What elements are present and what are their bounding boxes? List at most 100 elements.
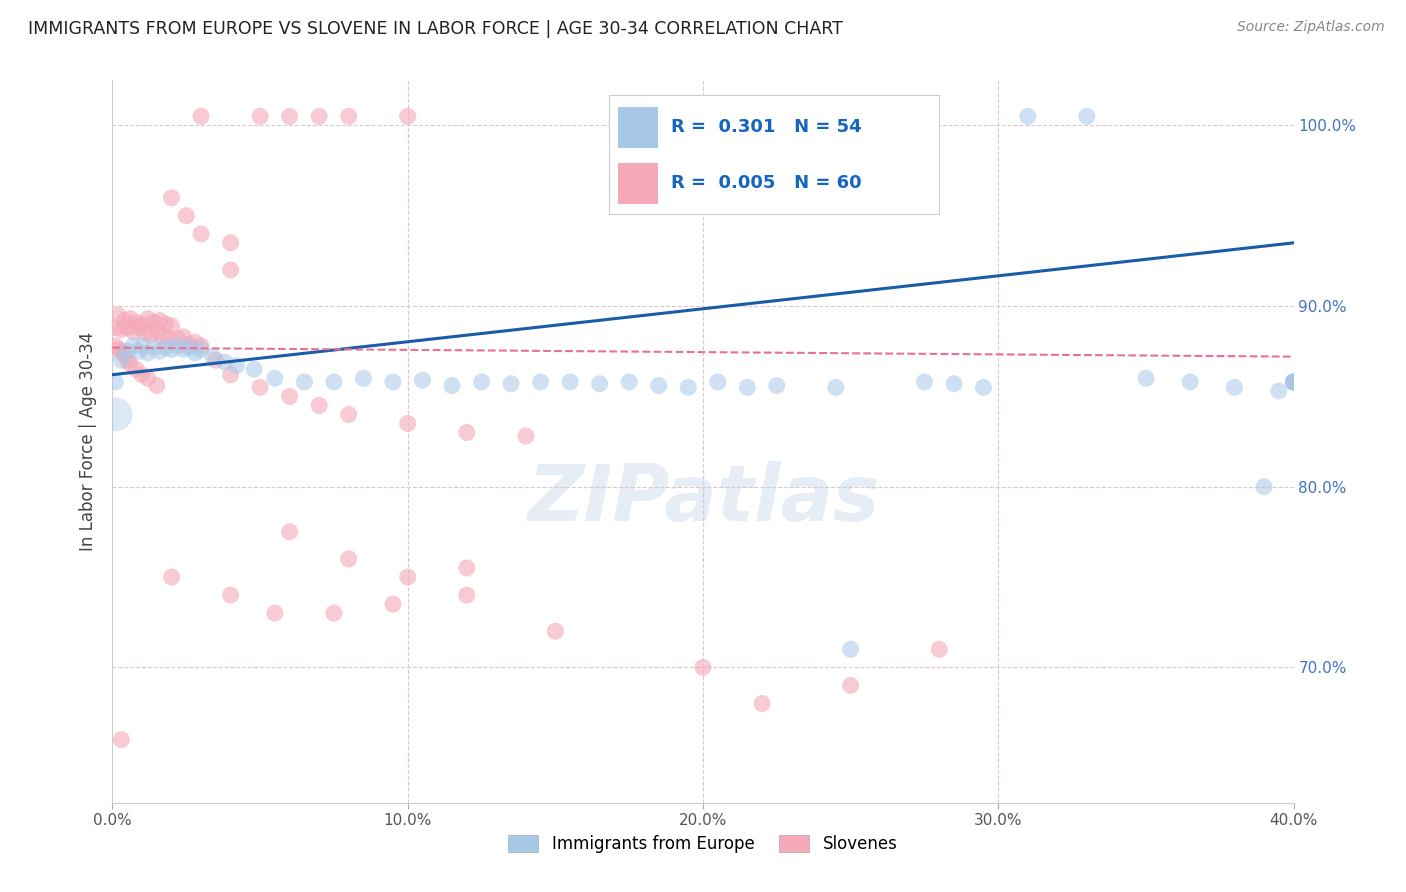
Point (110, 322, 132, 336)
Point (142, 341, 165, 355)
Point (179, 341, 201, 355)
Point (155, 317, 177, 331)
Point (205, 353, 228, 368)
Point (396, 417, 419, 431)
Point (515, 429, 537, 443)
Point (264, 606, 287, 620)
Point (1223, 380, 1246, 394)
Point (107, 308, 129, 322)
Point (139, 328, 162, 343)
Point (128, 344, 150, 359)
Point (973, 380, 995, 394)
Point (928, 642, 950, 657)
Point (134, 326, 156, 340)
Point (172, 330, 194, 344)
Point (166, 339, 188, 353)
Point (249, 109, 271, 123)
Point (131, 317, 153, 331)
Point (308, 398, 330, 412)
Point (558, 375, 582, 389)
Point (824, 380, 846, 394)
Legend: Immigrants from Europe, Slovenes: Immigrants from Europe, Slovenes (502, 828, 904, 860)
Text: ZIPatlas: ZIPatlas (527, 461, 879, 537)
Point (136, 346, 159, 360)
Point (323, 375, 346, 389)
Point (117, 353, 138, 368)
Point (225, 359, 247, 373)
Point (160, 343, 183, 357)
Point (184, 335, 207, 350)
Point (136, 311, 159, 326)
Point (104, 320, 127, 334)
Point (160, 570, 183, 584)
Point (544, 624, 567, 639)
Point (706, 375, 728, 389)
Text: IMMIGRANTS FROM EUROPE VS SLOVENE IN LABOR FORCE | AGE 30-34 CORRELATION CHART: IMMIGRANTS FROM EUROPE VS SLOVENE IN LAB… (28, 20, 844, 37)
Point (117, 344, 138, 359)
Point (184, 346, 207, 360)
Point (352, 371, 374, 385)
Point (737, 380, 759, 394)
Point (249, 380, 271, 394)
Point (104, 339, 127, 353)
Point (219, 235, 242, 250)
Point (112, 313, 135, 327)
Point (456, 561, 478, 575)
Point (337, 552, 360, 566)
Point (308, 109, 330, 123)
Point (160, 318, 183, 333)
Point (441, 378, 464, 392)
Point (174, 209, 197, 223)
Point (278, 389, 301, 403)
Point (149, 344, 172, 359)
Point (104, 375, 127, 389)
Point (152, 330, 174, 344)
Point (219, 588, 242, 602)
Point (766, 378, 789, 392)
Point (190, 109, 212, 123)
Point (117, 320, 138, 334)
Point (131, 368, 153, 382)
Point (125, 315, 148, 329)
Point (112, 348, 135, 362)
Point (155, 341, 177, 355)
Point (122, 339, 145, 353)
Point (1282, 375, 1305, 389)
Point (1017, 109, 1039, 123)
Point (219, 263, 242, 277)
Point (337, 408, 360, 422)
Point (1178, 375, 1201, 389)
Point (131, 339, 153, 353)
Point (382, 597, 405, 611)
Point (1282, 375, 1305, 389)
Point (190, 343, 212, 357)
Point (692, 194, 714, 209)
Point (120, 357, 142, 371)
Point (1282, 375, 1305, 389)
Point (219, 368, 242, 382)
Point (942, 376, 965, 391)
Point (396, 570, 419, 584)
Point (149, 313, 172, 327)
Point (323, 606, 346, 620)
Point (588, 376, 610, 391)
Point (839, 642, 862, 657)
Point (692, 660, 714, 674)
Point (214, 355, 236, 369)
Point (1268, 384, 1291, 398)
Point (456, 425, 478, 440)
Point (1282, 375, 1305, 389)
Point (120, 311, 142, 326)
Point (839, 678, 862, 692)
Point (110, 344, 132, 359)
Point (278, 109, 301, 123)
Point (172, 343, 194, 357)
Point (136, 371, 159, 385)
Point (190, 227, 212, 241)
Point (396, 109, 419, 123)
Point (619, 375, 641, 389)
Point (678, 380, 700, 394)
Point (125, 362, 148, 376)
Point (190, 339, 212, 353)
Point (264, 371, 287, 385)
